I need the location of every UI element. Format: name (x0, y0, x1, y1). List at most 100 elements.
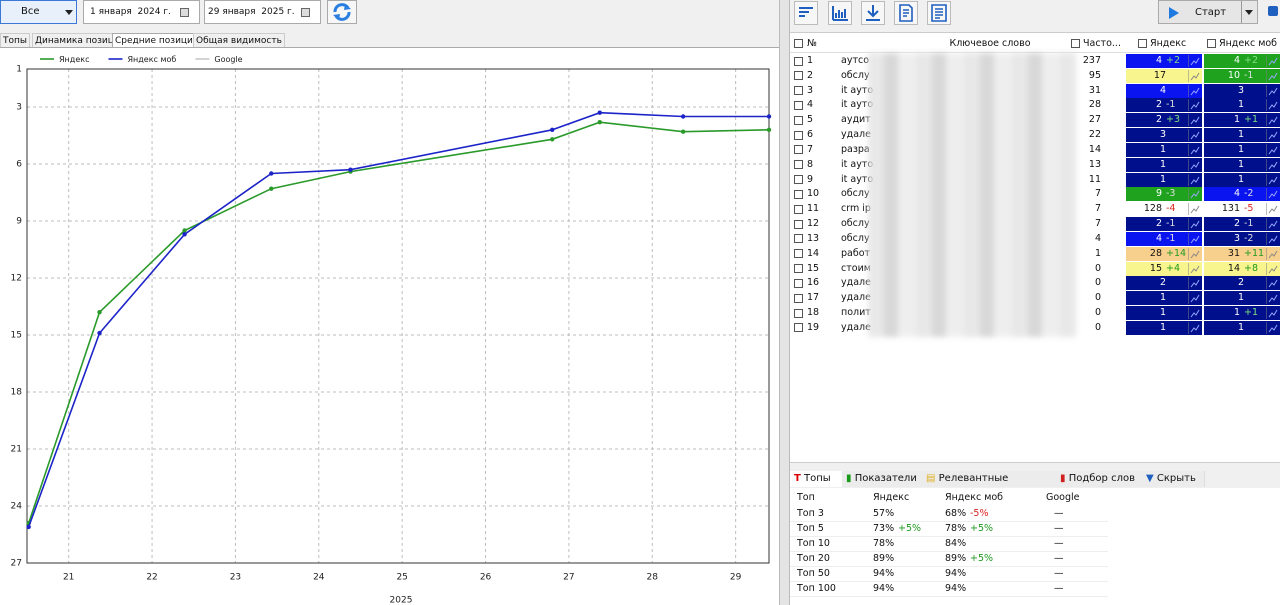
history-icon[interactable] (1266, 158, 1279, 171)
row-checkbox[interactable] (794, 115, 803, 125)
bottom-tab[interactable]: ▼ Скрыть (1142, 471, 1205, 487)
history-icon[interactable] (1266, 232, 1279, 245)
history-icon[interactable] (1266, 277, 1279, 290)
history-icon[interactable] (1188, 143, 1201, 156)
history-icon[interactable] (1266, 114, 1279, 127)
row-checkbox[interactable] (794, 249, 803, 259)
history-icon[interactable] (1188, 262, 1201, 275)
row-checkbox[interactable] (794, 86, 803, 96)
header-checkbox[interactable] (1207, 39, 1216, 48)
row-checkbox[interactable] (794, 56, 803, 66)
history-icon[interactable] (1188, 188, 1201, 201)
chart-button[interactable] (828, 1, 852, 25)
tab[interactable]: Общая видимость (193, 33, 285, 49)
row-checkbox[interactable] (794, 234, 803, 244)
row-checkbox[interactable] (794, 264, 803, 274)
position-cell: 31 +11 (1204, 246, 1280, 261)
history-icon[interactable] (1188, 218, 1201, 231)
trend-icon (1268, 57, 1278, 66)
trend-icon (1268, 191, 1278, 199)
header-checkbox[interactable] (1138, 39, 1147, 48)
history-icon[interactable] (1188, 55, 1201, 67)
history-icon[interactable] (1188, 203, 1201, 216)
history-icon[interactable] (1188, 247, 1201, 260)
history-icon[interactable] (1188, 69, 1201, 82)
history-icon[interactable] (1266, 84, 1279, 97)
history-icon[interactable] (1266, 188, 1279, 201)
row-checkbox[interactable] (794, 323, 803, 333)
row-checkbox[interactable] (794, 100, 803, 110)
history-icon[interactable] (1266, 129, 1279, 142)
refresh-button[interactable] (327, 0, 357, 24)
history-icon[interactable] (1266, 69, 1279, 82)
tab[interactable]: Топы (0, 33, 30, 49)
data-point (550, 127, 555, 132)
history-icon[interactable] (1266, 292, 1279, 305)
history-icon[interactable] (1188, 173, 1201, 186)
bottom-tab[interactable]: ▤ Релевантные страницы (922, 471, 1061, 500)
frequency: 14 (1088, 143, 1101, 155)
history-icon[interactable] (1266, 55, 1279, 67)
sort-button[interactable] (794, 1, 818, 25)
header-checkbox[interactable] (794, 39, 803, 48)
history-icon[interactable] (1188, 307, 1201, 320)
bottom-tab[interactable]: T Топы (790, 471, 847, 487)
history-icon[interactable] (1188, 99, 1201, 112)
report-button[interactable] (927, 1, 951, 25)
data-point (597, 110, 602, 115)
history-icon[interactable] (1266, 99, 1279, 112)
bottom-tab[interactable]: ▮ Показатели (842, 471, 927, 487)
history-icon[interactable] (1266, 173, 1279, 186)
splitter[interactable] (779, 0, 790, 605)
data-point (348, 167, 353, 172)
tab-icon: ▮ (1060, 473, 1066, 484)
position-change: +8 (1244, 262, 1259, 274)
export-button[interactable] (894, 1, 918, 25)
download-button[interactable] (861, 1, 885, 25)
row-checkbox[interactable] (794, 160, 803, 170)
history-icon[interactable] (1188, 114, 1201, 127)
header-checkbox[interactable] (1071, 39, 1080, 48)
row-checkbox[interactable] (794, 189, 803, 199)
position-change: +2 (1166, 55, 1181, 66)
history-icon[interactable] (1266, 321, 1279, 334)
history-icon[interactable] (1188, 232, 1201, 245)
row-checkbox[interactable] (794, 204, 803, 214)
row-checkbox[interactable] (794, 145, 803, 155)
position-change: +3 (1166, 114, 1181, 126)
history-icon[interactable] (1188, 84, 1201, 97)
range-select[interactable]: Все (0, 0, 77, 24)
history-icon[interactable] (1188, 158, 1201, 171)
history-icon[interactable] (1266, 307, 1279, 320)
panel-splitter[interactable] (790, 462, 1280, 471)
history-icon[interactable] (1188, 292, 1201, 305)
row-checkbox[interactable] (794, 175, 803, 185)
history-icon[interactable] (1188, 321, 1201, 334)
frequency: 7 (1094, 188, 1101, 200)
row-checkbox[interactable] (794, 278, 803, 288)
position: 2 (1155, 218, 1162, 230)
start-button[interactable]: Старт (1158, 0, 1258, 24)
row-checkbox[interactable] (794, 293, 803, 303)
history-icon[interactable] (1266, 218, 1279, 231)
row-checkbox[interactable] (794, 130, 803, 140)
series-line (27, 121, 770, 524)
history-icon[interactable] (1188, 129, 1201, 142)
position-change: -1 (1166, 99, 1176, 111)
position-cell: 1 (1126, 320, 1202, 335)
row-checkbox[interactable] (794, 308, 803, 318)
keyword: удале (841, 129, 871, 141)
row-checkbox[interactable] (794, 219, 803, 229)
google-value: — (1054, 568, 1064, 579)
history-icon[interactable] (1266, 203, 1279, 216)
history-icon[interactable] (1266, 247, 1279, 260)
history-icon[interactable] (1266, 143, 1279, 156)
plot-frame (26, 68, 770, 564)
history-icon[interactable] (1188, 277, 1201, 290)
position: 2 (1155, 114, 1162, 126)
date-to[interactable]: 29 января 2025 г. (204, 0, 321, 24)
history-icon[interactable] (1266, 262, 1279, 275)
bottom-tab[interactable]: ▮ Подбор слов (1056, 471, 1147, 487)
row-checkbox[interactable] (794, 71, 803, 81)
date-from[interactable]: 1 января 2024 г. (83, 0, 200, 24)
